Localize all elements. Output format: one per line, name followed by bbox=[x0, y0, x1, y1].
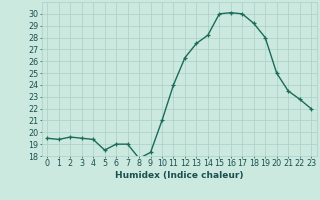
X-axis label: Humidex (Indice chaleur): Humidex (Indice chaleur) bbox=[115, 171, 244, 180]
